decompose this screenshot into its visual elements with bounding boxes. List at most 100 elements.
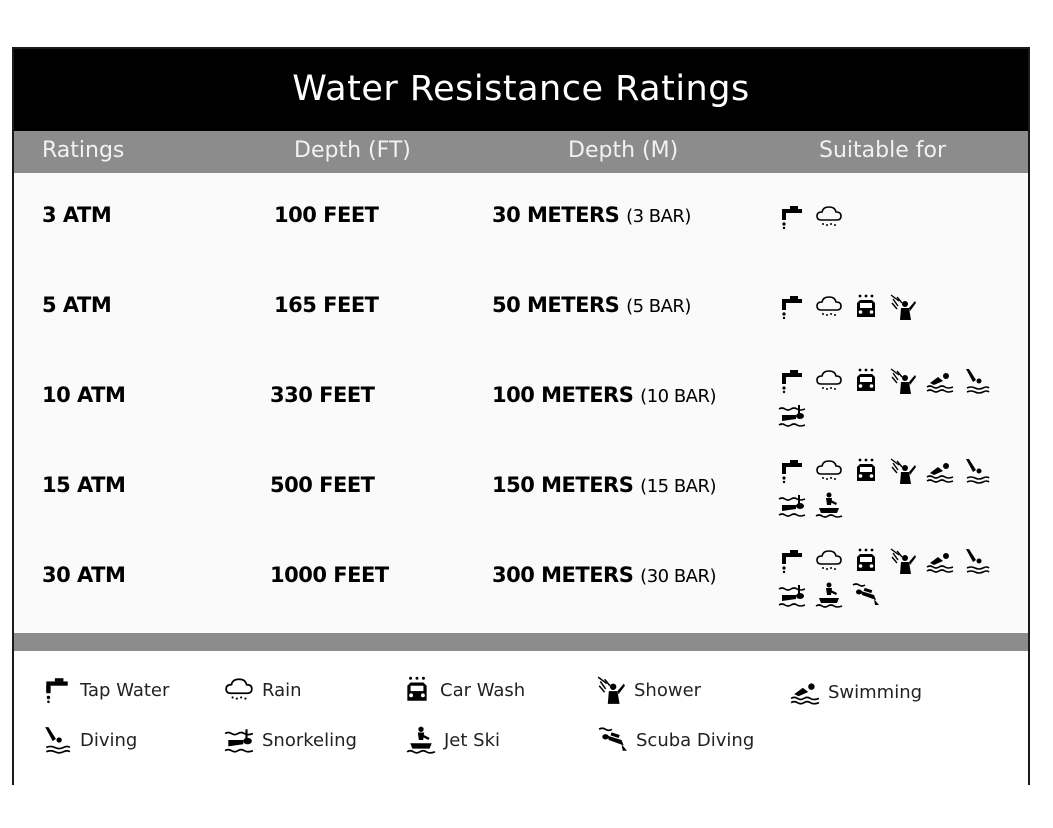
legend-item-shower: Shower <box>596 675 701 705</box>
table-row: 5 ATM 165 FEET 50 METERS (5 BAR) <box>14 285 1028 375</box>
car-wash-icon <box>852 367 880 395</box>
shower-icon <box>889 457 917 485</box>
suitable-icons <box>778 293 1018 321</box>
depth-ft-cell: 330 FEET <box>270 383 375 407</box>
car-wash-icon <box>852 547 880 575</box>
bar-value: (30 BAR) <box>640 566 717 587</box>
meters-value: 100 METERS <box>492 383 634 407</box>
rain-icon <box>815 367 843 395</box>
scuba-diving-icon <box>598 725 628 755</box>
car-wash-icon <box>852 293 880 321</box>
legend-label: Rain <box>262 679 302 701</box>
legend-label: Car Wash <box>440 679 526 701</box>
suitable-icons <box>778 203 1018 231</box>
page-title: Water Resistance Ratings <box>14 49 1028 131</box>
bar-value: (3 BAR) <box>626 206 691 227</box>
table-row: 3 ATM 100 FEET 30 METERS (3 BAR) <box>14 195 1028 285</box>
legend-item-diving: Diving <box>42 725 137 755</box>
meters-value: 150 METERS <box>492 473 634 497</box>
suitable-icons <box>778 547 1018 609</box>
bar-value: (15 BAR) <box>640 476 717 497</box>
jet-ski-icon <box>815 491 843 519</box>
rain-icon <box>224 675 254 705</box>
legend-label: Diving <box>80 729 138 751</box>
bar-value: (5 BAR) <box>626 296 691 317</box>
legend-item-car-wash: Car Wash <box>402 675 525 705</box>
shower-icon <box>889 293 917 321</box>
diving-icon <box>42 725 72 755</box>
table-row: 15 ATM 500 FEET 150 METERS (15 BAR) <box>14 458 1028 555</box>
legend-label: Snorkeling <box>262 729 357 751</box>
jet-ski-icon <box>406 725 436 755</box>
legend-label: Jet Ski <box>444 729 501 751</box>
suitable-icons <box>778 457 1018 519</box>
diving-icon <box>963 367 991 395</box>
bar-value: (10 BAR) <box>640 386 717 407</box>
ratings-card: Water Resistance Ratings Ratings Depth (… <box>12 47 1030 785</box>
swimming-icon <box>926 367 954 395</box>
table-header: Ratings Depth (FT) Depth (M) Suitable fo… <box>14 131 1028 173</box>
rain-icon <box>815 457 843 485</box>
depth-ft-cell: 500 FEET <box>270 473 375 497</box>
meters-value: 300 METERS <box>492 563 634 587</box>
tap-water-icon <box>778 367 806 395</box>
suitable-icons <box>778 367 1018 429</box>
rating-cell: 15 ATM <box>42 473 126 497</box>
shower-icon <box>596 675 626 705</box>
legend-item-swimming: Swimming <box>790 677 922 707</box>
legend-item-rain: Rain <box>224 675 302 705</box>
table-body: 3 ATM 100 FEET 30 METERS (3 BAR) 5 ATM 1… <box>14 173 1028 633</box>
depth-ft-cell: 165 FEET <box>274 293 379 317</box>
header-depth-ft: Depth (FT) <box>294 138 411 163</box>
rain-icon <box>815 203 843 231</box>
legend-item-jet-ski: Jet Ski <box>406 725 500 755</box>
snorkeling-icon <box>778 401 806 429</box>
tap-water-icon <box>778 203 806 231</box>
legend-item-tap-water: Tap Water <box>42 675 169 705</box>
legend-label: Shower <box>634 679 702 701</box>
rain-icon <box>815 547 843 575</box>
depth-ft-cell: 100 FEET <box>274 203 379 227</box>
snorkeling-icon <box>778 581 806 609</box>
diving-icon <box>963 457 991 485</box>
table-row: 30 ATM 1000 FEET 300 METERS (30 BAR) <box>14 548 1028 645</box>
tap-water-icon <box>42 675 72 705</box>
legend-label: Swimming <box>828 681 923 703</box>
snorkeling-icon <box>778 491 806 519</box>
legend-item-scuba-diving: Scuba Diving <box>598 725 754 755</box>
header-ratings: Ratings <box>42 138 125 163</box>
rating-cell: 30 ATM <box>42 563 126 587</box>
shower-icon <box>889 547 917 575</box>
depth-m-cell: 300 METERS (30 BAR) <box>492 563 717 587</box>
rating-cell: 3 ATM <box>42 203 112 227</box>
meters-value: 50 METERS <box>492 293 620 317</box>
legend-label: Tap Water <box>80 679 170 701</box>
legend-label: Scuba Diving <box>636 729 755 751</box>
divider <box>14 633 1028 651</box>
header-depth-m: Depth (M) <box>568 138 679 163</box>
legend-item-snorkeling: Snorkeling <box>224 725 357 755</box>
depth-m-cell: 50 METERS (5 BAR) <box>492 293 691 317</box>
diving-icon <box>963 547 991 575</box>
rain-icon <box>815 293 843 321</box>
swimming-icon <box>790 677 820 707</box>
header-suitable-for: Suitable for <box>819 138 946 163</box>
swimming-icon <box>926 457 954 485</box>
depth-m-cell: 100 METERS (10 BAR) <box>492 383 717 407</box>
tap-water-icon <box>778 293 806 321</box>
legend: Tap Water Rain Car Wash Shower Swimming … <box>14 651 1028 785</box>
car-wash-icon <box>852 457 880 485</box>
depth-m-cell: 30 METERS (3 BAR) <box>492 203 691 227</box>
rating-cell: 5 ATM <box>42 293 112 317</box>
car-wash-icon <box>402 675 432 705</box>
shower-icon <box>889 367 917 395</box>
tap-water-icon <box>778 547 806 575</box>
table-row: 10 ATM 330 FEET 100 METERS (10 BAR) <box>14 368 1028 465</box>
tap-water-icon <box>778 457 806 485</box>
depth-ft-cell: 1000 FEET <box>270 563 389 587</box>
rating-cell: 10 ATM <box>42 383 126 407</box>
depth-m-cell: 150 METERS (15 BAR) <box>492 473 717 497</box>
swimming-icon <box>926 547 954 575</box>
snorkeling-icon <box>224 725 254 755</box>
jet-ski-icon <box>815 581 843 609</box>
